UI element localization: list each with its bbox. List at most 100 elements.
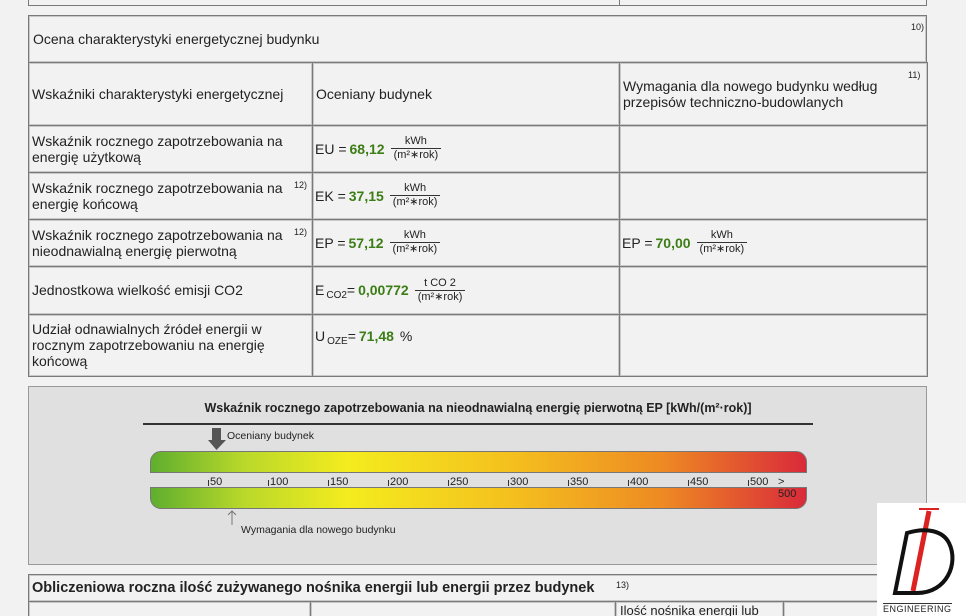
tick-mark	[328, 480, 329, 486]
bottom-title: Obliczeniowa roczna ilość zużywanego noś…	[32, 580, 595, 596]
number: 37,15	[348, 187, 384, 204]
logo-mark	[892, 508, 955, 595]
unit-numerator: kWh	[710, 229, 733, 241]
unit-numerator: t CO 2	[424, 276, 456, 289]
unit-fraction: kWh (m²∗rok)	[389, 229, 441, 256]
footnote: 11)	[908, 70, 921, 80]
cell-text: Oceniany budynek	[316, 86, 432, 102]
footnote: 12)	[294, 227, 308, 237]
symbol: U	[315, 328, 326, 344]
footnote: 13)	[616, 580, 630, 590]
cell-text: Udział odnawialnych źródeł energii w rocz…	[32, 321, 265, 369]
cell-text: Wskaźnik rocznego zapotrzebowania na ener…	[32, 180, 283, 212]
equals: =	[346, 282, 356, 298]
text-line: Wymagania dla nowego budynku według	[623, 77, 878, 94]
footnote: 10)	[911, 22, 925, 32]
number: 70,00	[655, 234, 691, 251]
unit: %	[399, 328, 413, 344]
table-cell	[619, 314, 928, 377]
prev-table	[28, 0, 927, 6]
tick-label: 300	[510, 476, 529, 488]
text-line: energię użytkową	[32, 148, 141, 165]
prev-divider	[619, 0, 620, 6]
value: U OZE = 71,48%	[315, 322, 412, 350]
cell-text: Wskaźnik rocznego zapotrzebowania na ener…	[32, 133, 283, 165]
tick-mark	[568, 480, 569, 486]
table-cell	[619, 125, 928, 173]
text-line: energię końcową	[32, 195, 138, 212]
symbol: EP =	[315, 234, 346, 251]
text-line: Oceniany budynek	[316, 85, 432, 102]
value: EP = 57,12 kWh (m²∗rok)	[315, 229, 441, 257]
scale-title: Wskaźnik rocznego zapotrzebowania na nie…	[204, 401, 752, 415]
symbol: EU =	[315, 140, 347, 157]
tick-mark	[748, 480, 749, 486]
scale-rule	[143, 423, 813, 425]
text-line: rocznym zapotrzebowaniu na energię	[32, 337, 265, 353]
cell-text: Wskaźniki charakterystyki energetycznej	[32, 86, 283, 102]
tick-mark	[628, 480, 629, 486]
number: 0,00772	[358, 282, 409, 298]
value: E CO2 = 0,00772 t CO 2 (m²∗rok)	[315, 276, 466, 304]
tick-label: 500	[750, 476, 769, 488]
number: 68,12	[349, 140, 385, 157]
symbol: EP =	[622, 234, 653, 251]
unit-fraction: kWh (m²∗rok)	[390, 135, 442, 162]
bottom-column-header: Ilość nośnika energii lub	[620, 603, 759, 616]
text-line: Wskaźnik rocznego zapotrzebowania na	[32, 179, 283, 196]
tick-mark	[268, 480, 269, 486]
bottom-cell	[310, 601, 616, 616]
symbol: EK =	[315, 187, 346, 204]
unit-denominator: (m²∗rok)	[389, 242, 441, 256]
equals: =	[347, 328, 356, 344]
tick-label: 250	[450, 476, 469, 488]
text-line: przepisów techniczno-budowlanych	[623, 93, 844, 110]
text-line: Wskaźnik rocznego zapotrzebowania na	[32, 132, 283, 149]
logo-text: ENGINEERING	[883, 603, 952, 614]
unit-fraction: kWh (m²∗rok)	[389, 182, 441, 209]
arrow-up	[227, 510, 237, 525]
scale-bar-top	[150, 451, 807, 473]
unit-numerator: kWh	[404, 135, 427, 147]
subscript: CO2	[326, 289, 347, 301]
tick-mark	[448, 480, 449, 486]
tick-label: 450	[690, 476, 709, 488]
tick-mark	[688, 480, 689, 486]
subscript: OZE	[327, 335, 348, 347]
unit-numerator: kWh	[403, 229, 426, 241]
tick-mark	[508, 480, 509, 486]
unit-denominator: (m²∗rok)	[390, 148, 442, 162]
scale-panel	[28, 386, 927, 565]
tick-label: 200	[390, 476, 409, 488]
number: 57,12	[348, 234, 384, 251]
table-cell	[619, 266, 928, 315]
symbol: E	[315, 282, 325, 298]
text-line: Jednostkowa wielkość emisji CO2	[32, 282, 243, 298]
tick-label: 350	[570, 476, 589, 488]
tick-mark	[388, 480, 389, 486]
cell-text: Wymagania dla nowego budynku według przep…	[623, 78, 877, 110]
text-line: Udział odnawialnych źródeł energii w	[32, 321, 262, 337]
text-line: nieodnawialną energię pierwotną	[32, 242, 237, 259]
tick-label: 50	[210, 476, 223, 488]
arrow-down	[208, 428, 226, 450]
tick-label: 150	[330, 476, 349, 488]
tick-label: 400	[630, 476, 649, 488]
unit-denominator: (m²∗rok)	[389, 195, 441, 209]
requirement-label: Wymagania dla nowego budynku	[241, 524, 396, 536]
value: EK = 37,15 kWh (m²∗rok)	[315, 182, 441, 210]
unit-denominator: (m²∗rok)	[696, 242, 748, 256]
value: EU = 68,12 kWh (m²∗rok)	[315, 135, 442, 163]
unit-fraction: t CO 2 (m²∗rok)	[414, 276, 466, 304]
evaluated-label: Oceniany budynek	[227, 430, 314, 442]
table-cell	[619, 172, 928, 220]
scale-bar-bottom	[150, 487, 807, 509]
text-line: Wskaźniki charakterystyki energetycznej	[32, 85, 284, 102]
value: EP = 70,00 kWh (m²∗rok)	[622, 229, 748, 257]
footnote: 12)	[294, 180, 308, 190]
number: 71,48	[358, 328, 394, 344]
unit-denominator: (m²∗rok)	[414, 289, 466, 304]
text-line: końcową	[32, 353, 88, 369]
section-title: Ocena charakterystyki energetycznej budy…	[33, 31, 320, 47]
